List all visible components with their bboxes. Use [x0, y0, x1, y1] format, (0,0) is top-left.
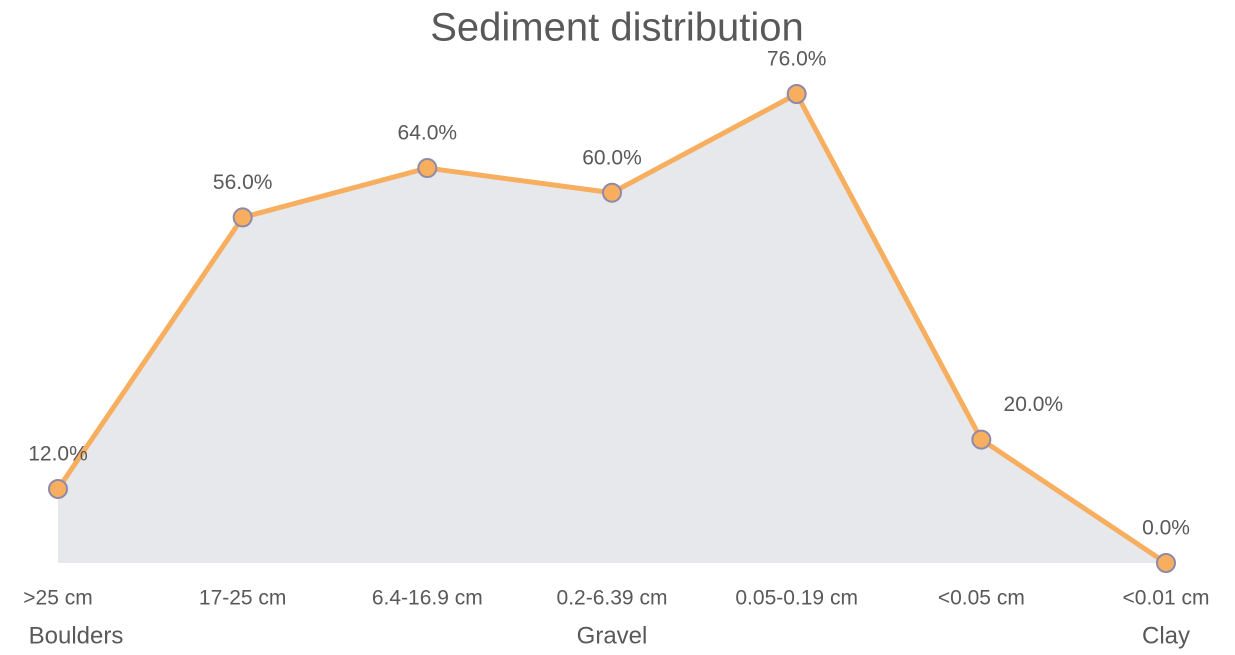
marker: [1156, 553, 1176, 573]
x-tick-label: 17-25 cm: [199, 587, 287, 610]
marker: [48, 478, 68, 499]
data-label: 60.0%: [582, 146, 642, 169]
x-tick-label: <0.05 cm: [938, 587, 1025, 610]
data-label: 12.0%: [28, 442, 88, 465]
data-label: 56.0%: [213, 171, 273, 194]
data-label: 64.0%: [398, 122, 458, 145]
marker: [417, 158, 438, 179]
group-label: Gravel: [577, 622, 648, 649]
area: [58, 94, 1166, 563]
marker: [232, 207, 253, 228]
x-tick-label: 6.4-16.9 cm: [372, 587, 483, 610]
marker: [786, 84, 807, 104]
marker: [602, 182, 622, 203]
x-tick-label: >25 cm: [23, 587, 92, 610]
x-tick-label: 0.2-6.39 cm: [557, 587, 668, 610]
data-label: 20.0%: [1004, 393, 1064, 416]
x-tick-label: <0.01 cm: [1123, 587, 1210, 610]
group-label: Clay: [1142, 622, 1190, 649]
group-label: Boulders: [29, 622, 124, 649]
marker: [971, 429, 992, 450]
chart-title: Sediment distribution: [430, 6, 804, 50]
x-tick-label: 0.05-0.19 cm: [735, 587, 858, 610]
data-label: 76.0%: [767, 48, 827, 71]
data-label: 0.0%: [1142, 517, 1190, 540]
